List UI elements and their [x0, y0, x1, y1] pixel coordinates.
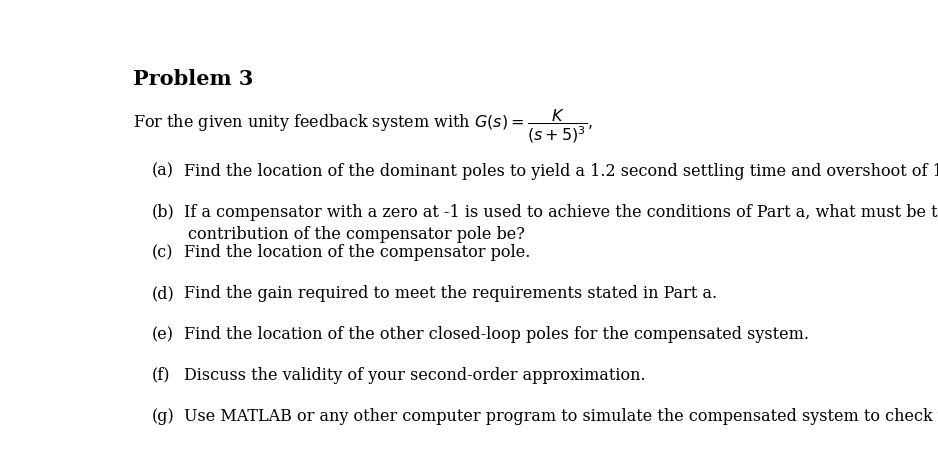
Text: (c): (c)	[152, 244, 174, 261]
Text: If a compensator with a zero at -1 is used to achieve the conditions of Part a, : If a compensator with a zero at -1 is us…	[184, 203, 938, 220]
Text: Find the location of the compensator pole.: Find the location of the compensator pol…	[184, 244, 531, 261]
Text: (g): (g)	[152, 408, 174, 425]
Text: (a): (a)	[152, 163, 174, 180]
Text: For the given unity feedback system with $G(s) = \dfrac{K}{(s+5)^3},$: For the given unity feedback system with…	[133, 107, 593, 145]
Text: Discuss the validity of your second-order approximation.: Discuss the validity of your second-orde…	[184, 367, 645, 384]
Text: (b): (b)	[152, 203, 174, 220]
Text: Find the location of the dominant poles to yield a 1.2 second settling time and : Find the location of the dominant poles …	[184, 163, 938, 180]
Text: Find the location of the other closed-loop poles for the compensated system.: Find the location of the other closed-lo…	[184, 326, 809, 343]
Text: (e): (e)	[152, 326, 174, 343]
Text: Problem 3: Problem 3	[133, 70, 253, 89]
Text: (d): (d)	[152, 285, 174, 302]
Text: contribution of the compensator pole be?: contribution of the compensator pole be?	[189, 226, 525, 243]
Text: Find the gain required to meet the requirements stated in Part a.: Find the gain required to meet the requi…	[184, 285, 718, 302]
Text: Use MATLAB or any other computer program to simulate the compensated system to c: Use MATLAB or any other computer program…	[184, 408, 938, 425]
Text: (f): (f)	[152, 367, 171, 384]
